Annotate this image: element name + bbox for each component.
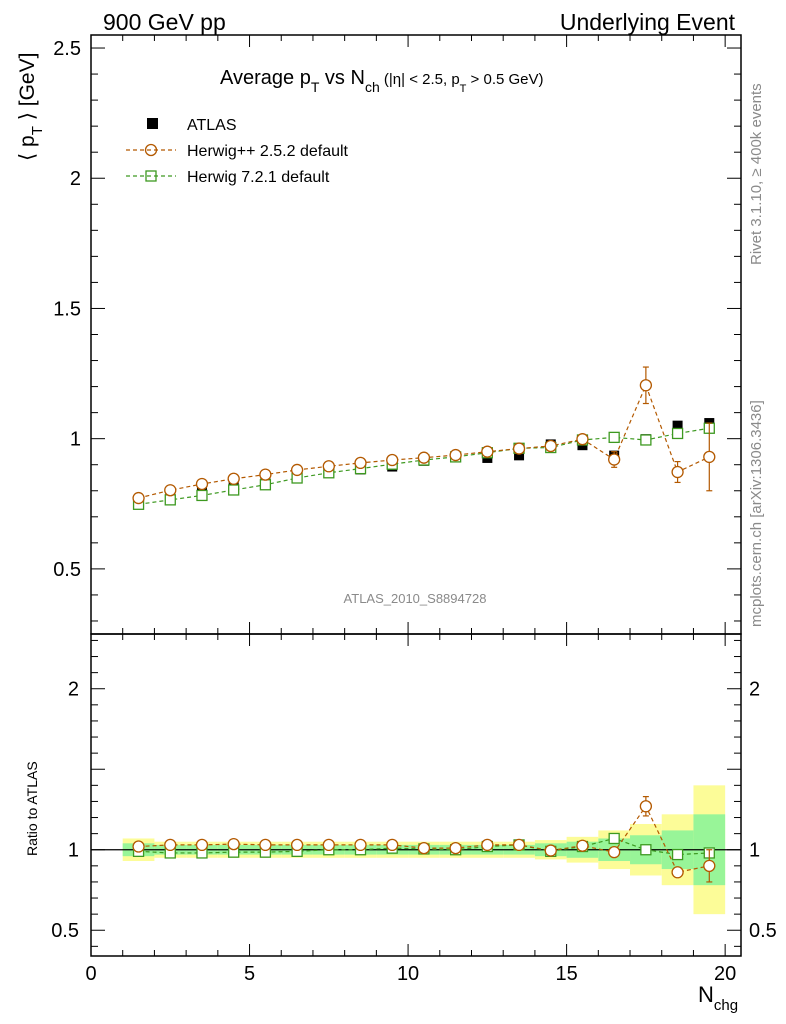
herwigpp-ratio-point [703,859,716,872]
herwigpp-ratio-point [449,841,462,855]
atlas-data-point [672,420,683,431]
ratio-y-axis-title: Ratio to ATLAS [24,761,40,856]
plot-title: Average pT vs Nch (|η| < 2.5, pT > 0.5 G… [220,67,544,95]
analysis-watermark: ATLAS_2010_S8894728 [344,591,487,606]
herwigpp-main-point [132,491,145,505]
main-y-tick-label: 2 [70,168,81,190]
x-tick-label: 0 [85,963,96,985]
main-y-axis-title: ⟨ pT ⟩ [GeV] [16,53,46,161]
herwig7-main-point [640,434,652,446]
herwig7-main-line [138,427,710,505]
herwigpp-ratio-point [544,844,557,857]
herwigpp-main-point [481,445,494,458]
herwigpp-ratio-point [195,838,209,852]
herwigpp-ratio-point [132,840,145,853]
herwigpp-main-point [164,484,177,497]
main-panel-data [132,366,716,510]
herwigpp-main-point [417,451,431,464]
herwigpp-main-point [449,448,462,462]
herwigpp-ratio-point [227,837,240,851]
herwigpp-main-point [512,442,526,455]
legend: ATLAS Herwig++ 2.5.2 default Herwig 7.2.… [126,117,349,186]
main-y-tick-label: 1 [70,429,81,451]
herwigpp-ratio-point [164,838,177,852]
atlas-data-point [514,450,525,461]
herwig7-ratio-point [640,844,652,856]
herwigpp-ratio-point [512,838,526,852]
herwig7-main-point [608,431,620,444]
herwigpp-main-point [322,460,335,473]
herwigpp-main-point [703,450,716,464]
x-tick-label: 20 [714,963,736,985]
herwigpp-main-point [259,468,272,481]
legend-atlas-label: ATLAS [187,117,237,134]
herwigpp-main-point [354,456,367,470]
ratio-y-tick-label-left: 0.5 [51,920,79,942]
x-tick-label: 15 [555,963,577,985]
x-tick-label: 5 [244,963,255,985]
herwig7-main-point [228,484,240,496]
header-left: 900 GeV pp [103,9,226,35]
header-right: Underlying Event [560,9,736,35]
herwigpp-ratio-point [354,838,367,852]
herwigpp-main-point [544,439,557,453]
herwigpp-main-point [608,453,621,466]
axis-ticks: 0 5 10 15 20 0.5 1 1.5 2 2.5 0.5 0.5 1 1 2 2 [51,35,777,985]
herwigpp-ratio-point [608,846,621,859]
x-tick-label: 10 [397,963,419,985]
legend-herwig-old-label: Herwig++ 2.5.2 default [187,143,349,160]
herwigpp-main-point [290,463,304,477]
herwig7-main-point [671,427,684,440]
legend-herwig-new-label: Herwig 7.2.1 default [187,169,330,186]
herwigpp-main-point [639,379,653,392]
herwig7-ratio-point [671,848,684,861]
rivet-version-note: Rivet 3.1.10, ≥ 400k events [748,83,765,265]
legend-atlas-marker [147,118,158,129]
herwig7-ratio-point [608,832,620,845]
ratio-panel-frame [90,633,742,957]
herwigpp-ratio-point [671,866,684,879]
herwigpp-ratio-point [481,838,494,852]
ratio-y-tick-label-left: 2 [68,679,79,701]
ratio-y-tick-label-right: 0.5 [749,920,777,942]
herwigpp-ratio-point [290,838,304,852]
herwigpp-main-point [576,433,589,446]
herwigpp-ratio-point [639,800,653,813]
herwigpp-ratio-point [417,841,431,855]
legend-herwig-new-marker [145,170,157,182]
main-y-tick-label: 0.5 [53,559,81,581]
herwigpp-main-point [386,453,399,467]
ratio-y-tick-label-right: 1 [749,840,760,862]
herwigpp-main-point [671,465,684,479]
herwig7-main-point [259,479,272,491]
x-axis-title: Nchg [698,982,738,1014]
herwigpp-main-line [138,383,710,499]
main-y-tick-label: 2.5 [53,38,81,60]
ratio-y-tick-label-right: 2 [749,679,760,701]
mcplots-reference-note: mcplots.cern.ch [arXiv:1306.3436] [748,400,765,627]
herwigpp-ratio-point [386,838,399,852]
herwigpp-ratio-point [576,839,589,852]
herwigpp-ratio-point [322,838,335,852]
herwig7-main-point [196,489,208,502]
herwigpp-main-point [195,477,209,491]
main-y-tick-label: 1.5 [53,298,81,320]
ratio-y-tick-label-left: 1 [68,840,79,862]
herwigpp-ratio-point [259,838,272,852]
legend-herwig-old-marker [144,143,158,157]
herwigpp-main-point [227,472,240,485]
ratio-panel-data [132,796,716,883]
